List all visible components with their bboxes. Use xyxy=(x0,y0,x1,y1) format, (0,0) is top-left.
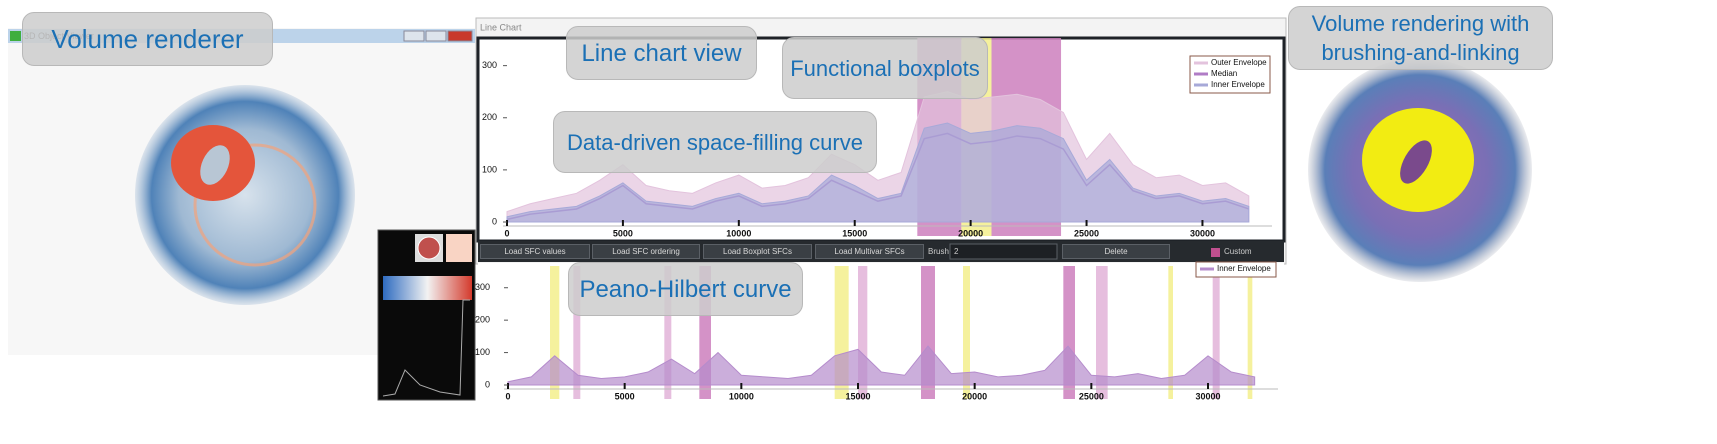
x-tick-label: 30000 xyxy=(1190,228,1215,238)
legend-label: Outer Envelope xyxy=(1211,58,1267,67)
y-tick-label: 300 xyxy=(482,60,497,70)
y-tick-label: 200 xyxy=(482,112,497,122)
y-tick-label: 300 xyxy=(475,282,490,292)
x-tick-label: 0 xyxy=(504,228,509,238)
x-tick-label: 5000 xyxy=(613,228,633,238)
brush-region xyxy=(699,266,711,399)
button[interactable]: Delete xyxy=(1062,244,1170,259)
x-tick-label: 10000 xyxy=(729,391,754,401)
brush-value: 2 xyxy=(954,247,959,256)
callout: Functional boxplots xyxy=(782,37,988,99)
minimize-button[interactable] xyxy=(403,30,425,42)
maximize-button[interactable] xyxy=(425,30,447,42)
y-tick-label: 100 xyxy=(482,164,497,174)
brushed-torus-hole xyxy=(1400,140,1432,184)
brush-region xyxy=(550,266,560,399)
transfer-curve xyxy=(382,299,470,397)
brush-region xyxy=(573,266,581,399)
close-button[interactable] xyxy=(447,30,473,42)
x-tick-label: 30000 xyxy=(1195,391,1220,401)
color-wheel-disc xyxy=(417,236,441,260)
y-tick-label: 0 xyxy=(492,216,497,226)
app-icon xyxy=(10,31,21,41)
callout: Line chart view xyxy=(566,26,757,80)
charts: 0 5000 10000 15000 20000 25000 300000100200300… xyxy=(475,38,1278,401)
brush-region xyxy=(1063,266,1075,399)
brush-region xyxy=(1212,266,1220,399)
x-tick-label: 25000 xyxy=(1079,391,1104,401)
brush-region xyxy=(1096,266,1108,399)
y-tick-label: 100 xyxy=(475,347,490,357)
legend-label: Inner Envelope xyxy=(1217,264,1271,273)
volume-rendering xyxy=(135,85,355,305)
callout: Volume rendering with brushing-and-linki… xyxy=(1288,6,1553,70)
callout: Data-driven space-filling curve xyxy=(553,111,877,173)
legend xyxy=(1195,261,1277,278)
x-tick-label: 20000 xyxy=(958,228,983,238)
button[interactable]: Load SFC values xyxy=(480,244,590,259)
callout: Peano-Hilbert curve xyxy=(568,262,803,316)
x-tick-label: 0 xyxy=(505,391,510,401)
x-tick-label: 10000 xyxy=(726,228,751,238)
volume-feature xyxy=(193,143,317,267)
torus-hole xyxy=(200,145,230,185)
brush-region xyxy=(1247,266,1253,399)
window-title: Line Chart xyxy=(480,22,522,32)
brush-region xyxy=(1168,266,1173,399)
callout: Volume renderer xyxy=(22,12,273,66)
legend-label: Inner Envelope xyxy=(1211,80,1265,89)
brush-input[interactable] xyxy=(949,243,1058,260)
brush-region xyxy=(664,266,672,399)
series-area xyxy=(506,122,1250,223)
brush-region xyxy=(963,266,970,399)
transfer-colormap[interactable] xyxy=(383,276,472,300)
brush-region xyxy=(858,266,868,399)
x-tick-label: 15000 xyxy=(845,391,870,401)
brush-label: Brush xyxy=(928,247,949,256)
y-tick-label: 200 xyxy=(475,315,490,325)
custom-label: Custom xyxy=(1224,247,1252,256)
legend-label: Median xyxy=(1211,69,1237,78)
x-tick-label: 20000 xyxy=(962,391,987,401)
series-area xyxy=(507,345,1256,386)
x-tick-label: 25000 xyxy=(1074,228,1099,238)
y-tick-label: 0 xyxy=(485,379,490,389)
button[interactable]: Load SFC ordering xyxy=(592,244,700,259)
x-tick-label: 15000 xyxy=(842,228,867,238)
color-swatch[interactable] xyxy=(446,234,472,262)
custom-color[interactable] xyxy=(1211,248,1220,257)
x-tick-label: 5000 xyxy=(615,391,635,401)
button[interactable]: Load Boxplot SFCs xyxy=(703,244,812,259)
button[interactable]: Load Multivar SFCs xyxy=(815,244,924,259)
